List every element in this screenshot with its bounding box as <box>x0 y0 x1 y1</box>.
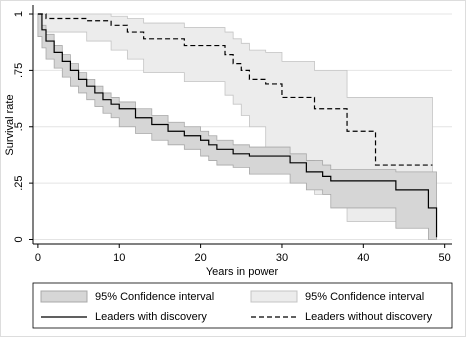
x-tick-label: 20 <box>194 252 206 264</box>
survival-line <box>37 13 438 238</box>
x-tick-label: 30 <box>276 252 288 264</box>
y-tick-label: 1 <box>13 11 25 17</box>
y-tick-label: .25 <box>13 175 25 190</box>
y-axis-title: Survival rate <box>4 94 16 155</box>
confidence-band <box>37 13 437 240</box>
x-axis-title: Years in power <box>206 266 279 278</box>
x-tick-label: 50 <box>439 252 451 264</box>
legend-label: Leaders without discovery <box>305 311 433 323</box>
y-tick-label: .75 <box>13 63 25 78</box>
legend-box <box>32 282 453 329</box>
y-tick-label: 0 <box>13 236 25 242</box>
survival-line <box>37 13 433 166</box>
x-tick-label: 40 <box>357 252 369 264</box>
legend-label: 95% Confidence interval <box>95 291 214 303</box>
legend-swatch <box>250 290 298 303</box>
legend-swatch <box>40 290 88 303</box>
x-tick-label: 10 <box>113 252 125 264</box>
legend-label: Leaders with discovery <box>95 311 207 323</box>
x-tick-label: 0 <box>35 252 41 264</box>
y-tick-label: .5 <box>13 122 25 131</box>
legend-label: 95% Confidence interval <box>305 291 424 303</box>
